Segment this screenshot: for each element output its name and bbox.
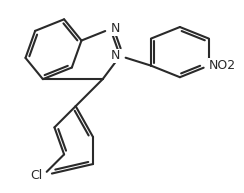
Text: Cl: Cl [30, 169, 43, 182]
Text: N: N [111, 22, 120, 36]
Text: N: N [111, 49, 120, 63]
Text: NO2: NO2 [209, 59, 236, 72]
